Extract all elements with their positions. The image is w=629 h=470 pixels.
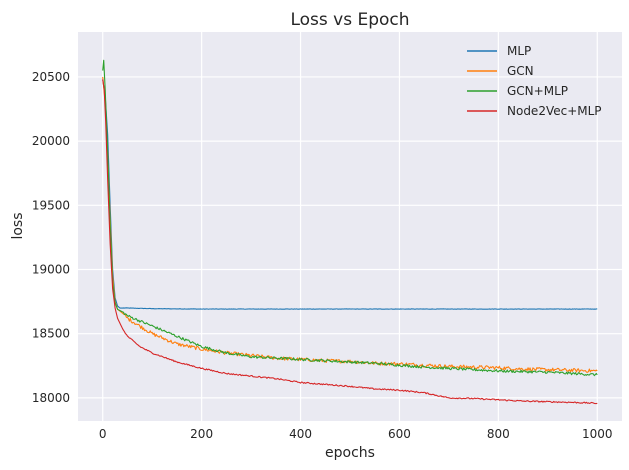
- x-tick-label: 200: [190, 427, 213, 441]
- grid-lines: [78, 32, 622, 421]
- y-tick-label: 20000: [32, 134, 70, 148]
- y-tick-label: 18500: [32, 327, 70, 341]
- legend-label: Node2Vec+MLP: [507, 104, 602, 118]
- x-axis-label: epochs: [325, 445, 375, 461]
- x-tick-label: 0: [99, 427, 107, 441]
- series-layer: [102, 59, 598, 405]
- y-tick-label: 19000: [32, 263, 70, 277]
- y-tick-label: 18000: [32, 391, 70, 405]
- y-tick-label: 19500: [32, 198, 70, 212]
- y-tick-labels: 18000 18500 19000 19500 20000 20500: [32, 70, 70, 405]
- legend-label: MLP: [507, 44, 531, 58]
- series-line-gcn: [102, 76, 598, 373]
- series-line-mlp: [102, 79, 598, 310]
- series-line-gcn-mlp: [102, 59, 598, 377]
- legend-label: GCN+MLP: [507, 84, 568, 98]
- x-tick-label: 600: [388, 427, 411, 441]
- x-tick-label: 1000: [582, 427, 613, 441]
- y-tick-label: 20500: [32, 70, 70, 84]
- x-tick-labels: 0 200 400 600 800 1000: [99, 427, 613, 441]
- series-line-node2vec-mlp: [102, 79, 598, 405]
- y-axis-label: loss: [10, 212, 26, 239]
- x-tick-label: 800: [487, 427, 510, 441]
- plot-background: [78, 32, 622, 421]
- legend: MLP GCN GCN+MLP Node2Vec+MLP: [467, 44, 602, 118]
- legend-label: GCN: [507, 64, 534, 78]
- chart-title: Loss vs Epoch: [290, 10, 409, 30]
- x-tick-label: 400: [289, 427, 312, 441]
